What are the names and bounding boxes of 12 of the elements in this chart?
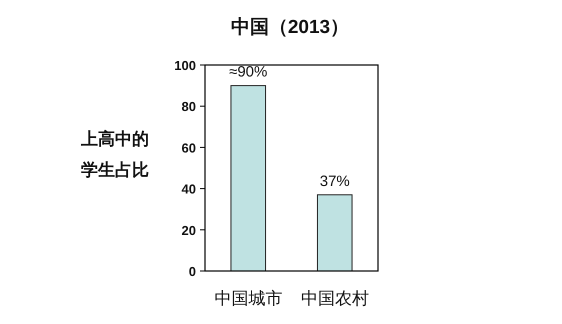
y-tick-label: 40 <box>182 182 196 197</box>
y-tick-label: 0 <box>188 264 196 279</box>
data-label: ≈90% <box>229 64 268 81</box>
y-axis-title: 上高中的学生占比 <box>80 130 149 180</box>
y-tick-label: 60 <box>182 140 196 156</box>
x-tick-label: 中国城市 <box>214 289 282 308</box>
y-tick-label: 100 <box>174 58 196 73</box>
x-tick-label: 中国农村 <box>300 289 369 308</box>
y-tick-label: 20 <box>182 222 196 238</box>
chart-title: 中国（2013） <box>230 16 350 38</box>
y-tick-label: 80 <box>182 99 196 114</box>
data-label: 37% <box>320 172 350 190</box>
